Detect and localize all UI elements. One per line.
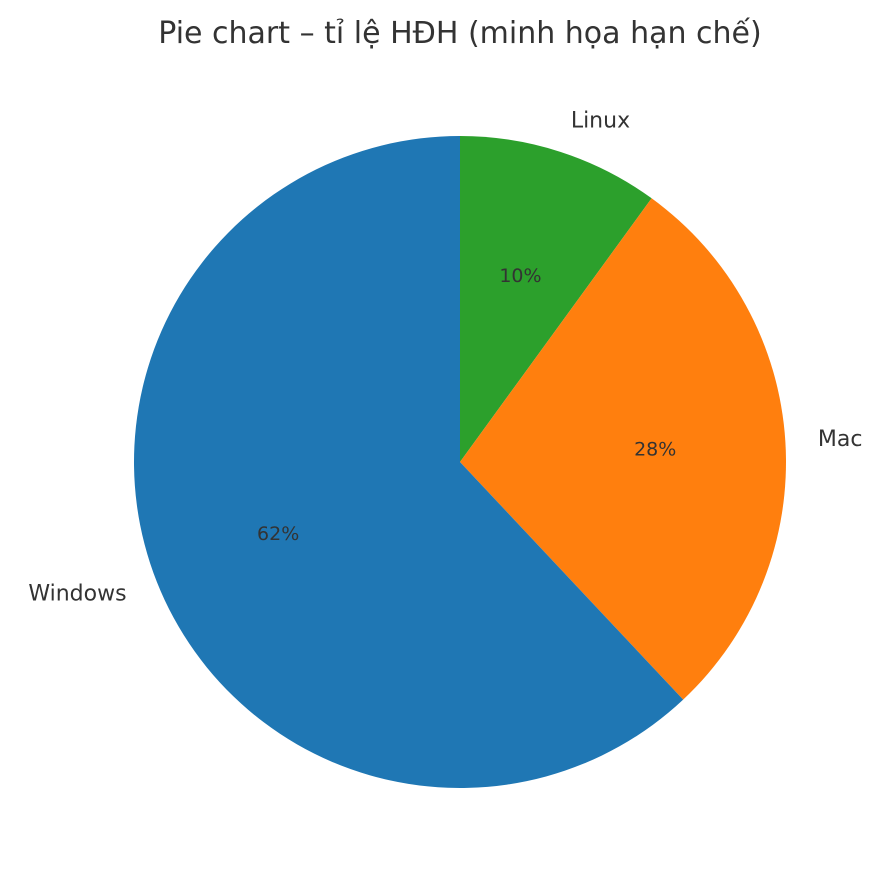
slice-label-mac: Mac <box>818 427 863 452</box>
slice-label-windows: Windows <box>28 582 126 607</box>
pie-slice-mac <box>460 198 787 700</box>
slice-label-linux: Linux <box>571 108 630 133</box>
pie-slices <box>133 136 787 788</box>
pie-labels: Linux 10% Mac 28% Windows 62% <box>28 108 862 606</box>
pie-slice-windows <box>133 136 684 788</box>
slice-percent-linux: 10% <box>499 265 541 287</box>
slice-percent-mac: 28% <box>634 439 676 461</box>
pie-slice-linux <box>460 136 652 462</box>
slice-percent-windows: 62% <box>257 523 299 545</box>
chart-title: Pie chart – tỉ lệ HĐH (minh họa hạn chế) <box>158 16 761 51</box>
